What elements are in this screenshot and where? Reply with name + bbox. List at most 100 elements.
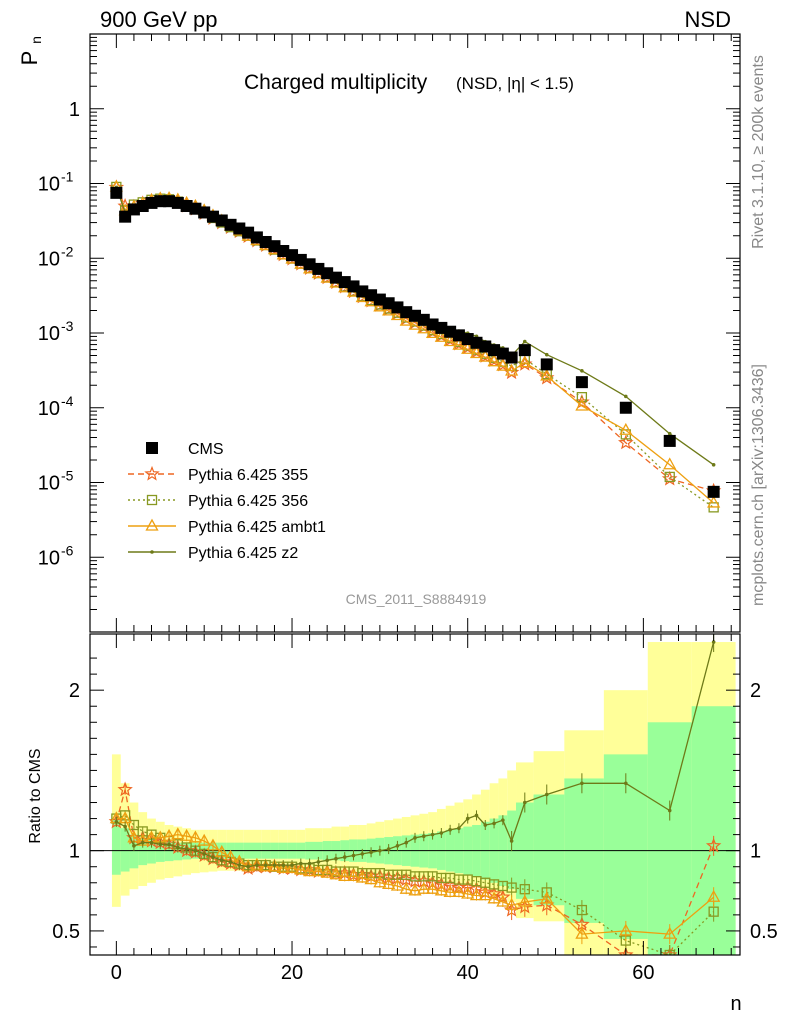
- ratio-point-3: [425, 881, 440, 894]
- ratio-point-3: [206, 838, 220, 851]
- cms-data-point: [540, 358, 553, 371]
- y-tick-exponent: -6: [61, 542, 74, 558]
- ratio-point-3: [619, 923, 633, 936]
- ratio-point-3: [390, 878, 405, 891]
- legend-marker: [150, 550, 154, 554]
- ratio-tick-label-left: 2: [69, 680, 80, 702]
- ratio-band-inner: [120, 828, 130, 872]
- ratio-point-2: [576, 904, 588, 916]
- series-3-point: [399, 313, 413, 326]
- ratio-point-4: [360, 852, 365, 856]
- series-4-point: [624, 394, 628, 399]
- ratio-point-3: [180, 828, 194, 841]
- ratio-point-3: [294, 862, 308, 875]
- cms-data-point: [505, 351, 518, 364]
- ratio-point-3: [707, 889, 721, 902]
- ratio-point-1: [117, 781, 133, 797]
- series-3-point: [443, 334, 457, 347]
- ratio-point-4: [501, 818, 505, 822]
- ratio-point-2: [128, 819, 140, 831]
- series-line-2: [115, 186, 714, 508]
- ratio-point-3: [443, 885, 457, 898]
- ratio-point-3: [276, 860, 290, 873]
- ratio-point-4: [211, 855, 215, 859]
- ratio-point-4: [334, 856, 338, 861]
- ratio-point-4: [430, 832, 435, 837]
- ratio-point-3: [302, 864, 317, 877]
- ratio-point-3: [338, 869, 352, 882]
- ratio-point-4: [140, 840, 145, 845]
- ratio-band-inner: [111, 818, 121, 875]
- cms-data-point: [518, 344, 531, 357]
- y-tick-label: 1: [69, 99, 80, 121]
- ratio-point-4: [132, 844, 136, 848]
- ratio-point-4: [325, 858, 329, 863]
- legend-label: Pythia 6.425 356: [188, 493, 308, 510]
- ratio-point-3: [505, 897, 519, 910]
- cms-data-point: [619, 401, 632, 414]
- ratio-point-4: [351, 853, 356, 858]
- ratio-tick-label-left: 0.5: [52, 921, 80, 943]
- ratio-point-4: [395, 844, 400, 848]
- ratio-point-4: [342, 855, 347, 859]
- series-3-point: [434, 329, 448, 342]
- y-tick-label: 10: [38, 174, 60, 196]
- ratio-point-4: [290, 863, 294, 867]
- ratio-tick-label-right: 1: [750, 841, 761, 863]
- ratio-point-4: [378, 848, 382, 853]
- ratio-point-3: [518, 894, 532, 907]
- ratio-band-inner: [533, 794, 565, 906]
- ratio-point-4: [246, 864, 250, 869]
- ratio-point-3: [364, 872, 378, 885]
- ratio-point-3: [452, 885, 466, 898]
- ratio-point-3: [329, 867, 343, 880]
- ratio-point-3: [285, 860, 299, 873]
- ratio-point-4: [413, 836, 417, 840]
- legend-marker: [146, 442, 158, 454]
- ratio-point-4: [439, 831, 444, 835]
- y-tick-exponent: -1: [61, 169, 74, 185]
- series-3-point: [487, 354, 501, 367]
- x-tick-label: 60: [632, 962, 654, 984]
- x-tick-label: 40: [457, 962, 479, 984]
- ratio-line-4: [116, 641, 715, 868]
- y-tick-label: 10: [38, 248, 60, 270]
- ratio-point-3: [540, 891, 554, 904]
- ratio-tick-label-left: 1: [69, 841, 80, 863]
- ratio-point-3: [320, 865, 334, 878]
- ratio-point-3: [496, 894, 510, 907]
- ratio-point-4: [167, 842, 171, 847]
- legend-label: Pythia 6.425 ambt1: [188, 519, 326, 536]
- ratio-point-4: [184, 847, 189, 851]
- legend-label: Pythia 6.425 355: [188, 467, 308, 484]
- series-2-point: [576, 392, 588, 403]
- ratio-point-4: [509, 839, 514, 843]
- series-3-point: [707, 495, 721, 508]
- series-3-point: [496, 358, 510, 371]
- series-3-point: [663, 457, 677, 470]
- ratio-point-4: [483, 823, 488, 827]
- ratio-point-4: [316, 860, 321, 864]
- series-3-point: [452, 337, 466, 350]
- ratio-point-4: [228, 860, 233, 864]
- y-tick-label: 10: [38, 398, 60, 420]
- series-3-point: [425, 326, 440, 339]
- ratio-band-inner: [138, 837, 148, 866]
- header-right-label: NSD: [685, 7, 731, 32]
- series-3-point: [417, 321, 431, 334]
- ratio-band-inner: [647, 722, 692, 955]
- chart-title: Charged multiplicity: [244, 71, 428, 94]
- ratio-point-4: [448, 828, 452, 832]
- series-1-point: [618, 434, 634, 450]
- ratio-point-1: [705, 837, 722, 853]
- chart-title-suffix: (NSD, |η| < 1.5): [456, 74, 574, 93]
- ratio-point-4: [386, 847, 391, 851]
- ratio-point-4: [219, 858, 224, 863]
- ratio-point-3: [408, 883, 422, 896]
- x-tick-label: 0: [111, 962, 122, 984]
- legend-label: CMS: [188, 441, 224, 458]
- x-tick-label: 20: [281, 962, 303, 984]
- ratio-point-4: [176, 845, 180, 850]
- cms-data-point: [286, 249, 299, 262]
